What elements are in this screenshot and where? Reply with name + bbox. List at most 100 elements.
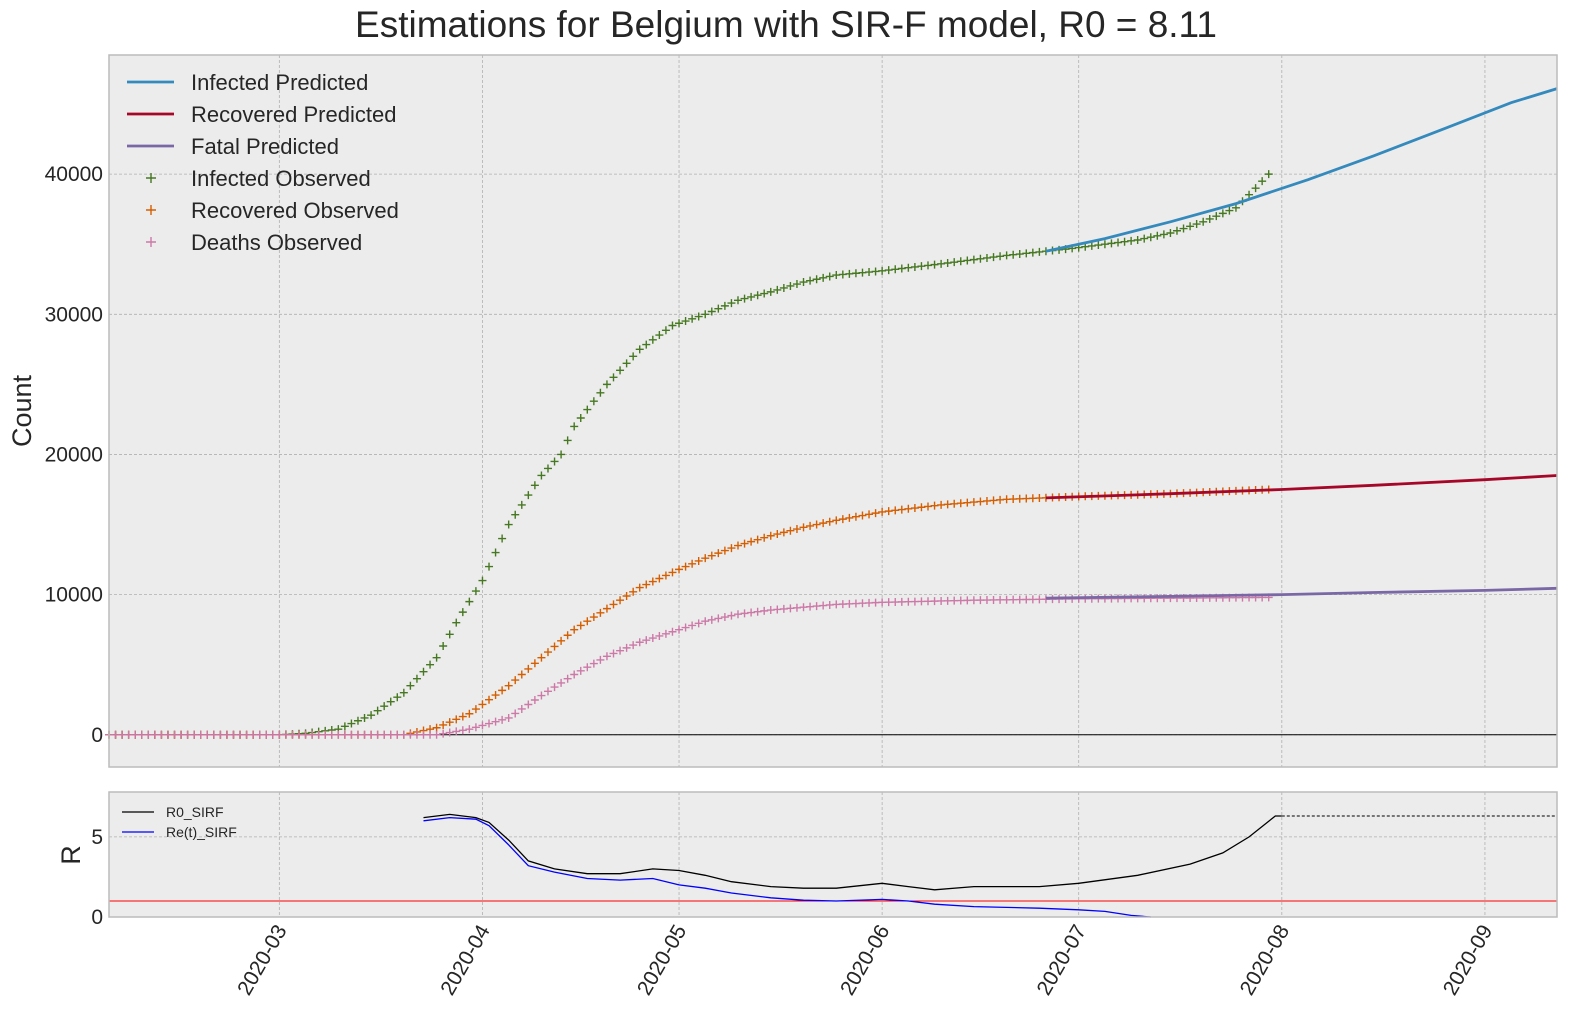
recovered-observed-marker bbox=[740, 539, 749, 548]
infected-observed-marker bbox=[753, 291, 762, 300]
recovered-observed-marker bbox=[596, 608, 605, 617]
deaths-observed-marker bbox=[550, 683, 559, 692]
infected-observed-marker bbox=[733, 296, 742, 305]
infected-observed-marker bbox=[393, 693, 402, 702]
infected-observed-marker bbox=[884, 266, 893, 275]
re-t-sirf-line bbox=[423, 816, 1151, 918]
infected-observed-marker bbox=[1015, 250, 1024, 259]
recovered-observed-marker bbox=[622, 592, 631, 601]
deaths-observed-marker bbox=[471, 723, 480, 732]
infected-observed-marker bbox=[517, 500, 526, 509]
recovered-observed-marker bbox=[661, 571, 670, 580]
deaths-observed-marker bbox=[694, 619, 703, 628]
infected-observed-marker bbox=[1009, 250, 1018, 259]
infected-observed-marker bbox=[596, 388, 605, 397]
infected-observed-marker bbox=[668, 321, 677, 330]
series-recovered-predicted bbox=[1045, 474, 1558, 500]
infected-observed-marker bbox=[1159, 230, 1168, 239]
deaths-observed-marker bbox=[622, 643, 631, 652]
recovered-observed-marker bbox=[583, 617, 592, 626]
infected-observed-marker bbox=[910, 262, 919, 271]
recovered-observed-marker bbox=[701, 554, 710, 563]
infected-observed-marker bbox=[655, 331, 664, 340]
recovered-observed-marker bbox=[688, 559, 697, 568]
infected-observed-marker bbox=[1218, 209, 1227, 218]
main-plot-frame bbox=[108, 54, 1558, 768]
infected-observed-marker bbox=[1100, 240, 1109, 249]
recovered-observed-marker bbox=[910, 504, 919, 513]
infected-observed-marker bbox=[576, 414, 585, 423]
deaths-observed-marker bbox=[701, 617, 710, 626]
infected-observed-marker bbox=[1231, 203, 1240, 212]
infected-observed-marker bbox=[891, 265, 900, 274]
deaths-observed-marker bbox=[747, 608, 756, 617]
recovered-observed-marker bbox=[760, 533, 769, 542]
recovered-observed-marker bbox=[897, 505, 906, 514]
recovered-observed-marker bbox=[878, 507, 887, 516]
deaths-observed-marker bbox=[740, 609, 749, 618]
recovered-observed-marker bbox=[537, 653, 546, 662]
infected-observed-marker bbox=[491, 548, 500, 557]
recovered-observed-marker bbox=[720, 546, 729, 555]
infected-observed-marker bbox=[694, 312, 703, 321]
infected-observed-marker bbox=[1212, 212, 1221, 221]
recovered-observed-marker bbox=[465, 709, 474, 718]
recovered-observed-marker bbox=[904, 504, 913, 513]
recovered-observed-marker bbox=[458, 712, 467, 721]
infected-observed-marker bbox=[792, 280, 801, 289]
infected-observed-marker bbox=[976, 254, 985, 263]
infected-observed-marker bbox=[648, 335, 657, 344]
deaths-observed-marker bbox=[681, 623, 690, 632]
infected-observed-marker bbox=[570, 422, 579, 431]
recovered-observed-marker bbox=[917, 503, 926, 512]
infected-observed-marker bbox=[412, 674, 421, 683]
infected-observed-marker bbox=[360, 713, 369, 722]
recovered-observed-marker bbox=[694, 556, 703, 565]
deaths-observed-marker bbox=[570, 670, 579, 679]
infected-observed-marker bbox=[897, 264, 906, 273]
infected-observed-marker bbox=[720, 301, 729, 310]
infected-observed-marker bbox=[786, 281, 795, 290]
recovered-observed-marker bbox=[727, 544, 736, 553]
infected-observed-marker bbox=[419, 667, 428, 676]
main-plot-y-ticks: 0 10000 20000 30000 40000 bbox=[45, 163, 103, 747]
legend-label: Deaths Observed bbox=[191, 230, 362, 255]
r0-sirf-line bbox=[423, 813, 1282, 891]
infected-observed-marker bbox=[485, 562, 494, 571]
infected-predicted-line bbox=[1045, 87, 1558, 253]
infected-observed-marker bbox=[524, 491, 533, 500]
infected-observed-marker bbox=[688, 314, 697, 323]
infected-observed-marker bbox=[1179, 224, 1188, 233]
infected-observed-marker bbox=[904, 263, 913, 272]
deaths-observed-marker bbox=[576, 666, 585, 675]
recovered-observed-marker bbox=[524, 664, 533, 673]
infected-observed-marker bbox=[930, 260, 939, 269]
x-tick-label: 2020-03 bbox=[233, 921, 291, 999]
deaths-observed-marker bbox=[596, 655, 605, 664]
recovered-observed-marker bbox=[517, 670, 526, 679]
infected-observed-marker bbox=[353, 716, 362, 725]
infected-observed-marker bbox=[465, 597, 474, 606]
infected-observed-marker bbox=[1166, 229, 1175, 237]
legend-label: Infected Observed bbox=[191, 166, 371, 191]
deaths-observed-marker bbox=[491, 717, 500, 726]
deaths-observed-marker bbox=[458, 726, 467, 735]
fatal-predicted-line bbox=[1045, 586, 1558, 600]
infected-observed-marker bbox=[1225, 206, 1234, 215]
deaths-observed-marker bbox=[661, 629, 670, 638]
deaths-observed-marker bbox=[583, 663, 592, 672]
infected-observed-marker bbox=[1022, 249, 1031, 258]
infected-observed-marker bbox=[760, 289, 769, 298]
infected-observed-marker bbox=[1002, 251, 1011, 260]
x-tick-label: 2020-08 bbox=[1236, 921, 1294, 999]
x-tick-label: 2020-05 bbox=[633, 921, 691, 999]
infected-observed-marker bbox=[635, 345, 644, 354]
y-tick-label: 20000 bbox=[45, 443, 103, 466]
infected-observed-marker bbox=[583, 405, 592, 414]
infected-observed-marker bbox=[426, 660, 435, 669]
recovered-observed-marker bbox=[609, 600, 618, 609]
infected-observed-marker bbox=[432, 653, 441, 662]
legend-marker-swatch bbox=[146, 237, 156, 247]
deaths-observed-marker bbox=[753, 607, 762, 616]
